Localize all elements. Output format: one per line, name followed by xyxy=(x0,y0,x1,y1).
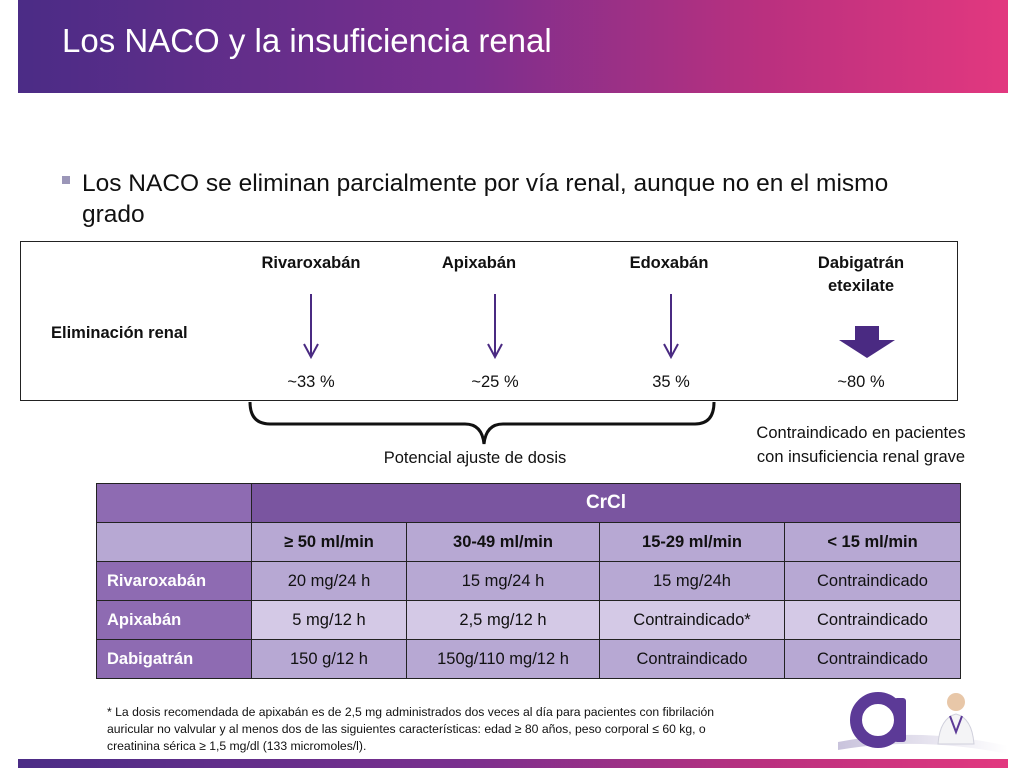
down-arrow-icon xyxy=(303,294,319,360)
drug-name-dabigatran: Dabigatrán etexilate xyxy=(817,254,905,295)
bullet-square-icon xyxy=(62,176,70,184)
row-header: Apixabán xyxy=(96,600,252,640)
bottom-decorative-bar xyxy=(18,759,1008,768)
down-arrow-icon xyxy=(487,294,503,360)
table-corner-cell xyxy=(96,483,252,523)
table-row: Dabigatrán 150 g/12 h 150g/110 mg/12 h C… xyxy=(96,639,961,679)
pct-dabigatran: ~80 % xyxy=(837,373,885,391)
table-group-header-row: CrCl xyxy=(96,483,961,523)
table-row: Rivaroxabán 20 mg/24 h 15 mg/24 h 15 mg/… xyxy=(96,561,961,601)
pct-apixaban: ~25 % xyxy=(471,373,519,391)
table-row: Apixabán 5 mg/12 h 2,5 mg/12 h Contraind… xyxy=(96,600,961,640)
row-header: Dabigatrán xyxy=(96,639,252,679)
table-cell: 15 mg/24 h xyxy=(406,561,600,601)
pct-edoxaban: 35 % xyxy=(652,373,690,391)
bullet-text: Los NACO se eliminan parcialmente por ví… xyxy=(82,170,889,228)
dose-adjustment-brace xyxy=(248,401,716,445)
table-cell: Contraindicado xyxy=(599,639,785,679)
table-column-header-row: ≥ 50 ml/min 30-49 ml/min 15-29 ml/min < … xyxy=(96,522,961,562)
table-cell: Contraindicado xyxy=(784,639,961,679)
table-corner-cell xyxy=(96,522,252,562)
drug-name-edoxaban: Edoxabán xyxy=(629,254,709,272)
slide-title: Los NACO y la insuficiencia renal xyxy=(62,22,552,59)
footnote: * La dosis recomendada de apixabán es de… xyxy=(107,705,715,753)
table-cell: Contraindicado xyxy=(784,600,961,640)
column-header: ≥ 50 ml/min xyxy=(251,522,407,562)
logo-icon xyxy=(838,684,1008,756)
elimination-arrows xyxy=(303,294,895,360)
renal-elimination-box: Rivaroxabán Apixabán Edoxabán Dabigatrán… xyxy=(20,241,958,401)
drug-name-rivaroxaban: Rivaroxabán xyxy=(261,254,361,272)
row-header: Rivaroxabán xyxy=(96,561,252,601)
table-cell: Contraindicado* xyxy=(599,600,785,640)
contraindication-note: Contraindicado en pacientes con insufici… xyxy=(756,424,966,466)
column-header: 30-49 ml/min xyxy=(406,522,600,562)
column-header: 15-29 ml/min xyxy=(599,522,785,562)
drug-name-apixaban: Apixabán xyxy=(441,254,517,272)
bullet-item: Los NACO se eliminan parcialmente por ví… xyxy=(62,168,942,230)
column-header: < 15 ml/min xyxy=(784,522,961,562)
large-down-arrow-icon xyxy=(839,326,895,358)
table-cell: 150g/110 mg/12 h xyxy=(406,639,600,679)
table-cell: 2,5 mg/12 h xyxy=(406,600,600,640)
crcl-dosing-table: CrCl ≥ 50 ml/min 30-49 ml/min 15-29 ml/m… xyxy=(96,483,961,679)
table-cell: 150 g/12 h xyxy=(251,639,407,679)
brace-note: Potencial ajuste de dosis xyxy=(383,449,567,467)
table-cell: Contraindicado xyxy=(784,561,961,601)
slide-header: Los NACO y la insuficiencia renal xyxy=(18,0,1008,93)
renal-elimination-label: Eliminación renal xyxy=(51,324,188,342)
table-cell: 15 mg/24h xyxy=(599,561,785,601)
table-cell: 5 mg/12 h xyxy=(251,600,407,640)
table-cell: 20 mg/24 h xyxy=(251,561,407,601)
crcl-header: CrCl xyxy=(251,483,961,523)
down-arrow-icon xyxy=(663,294,679,360)
pct-rivaroxaban: ~33 % xyxy=(287,373,335,391)
